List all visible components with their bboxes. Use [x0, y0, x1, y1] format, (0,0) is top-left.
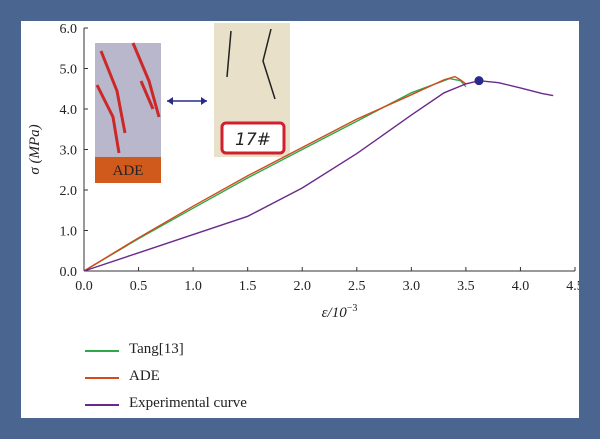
specimen-photo-inset: 17#: [214, 23, 290, 157]
series-line-ade: [83, 75, 467, 272]
x-tick-label: 0.0: [75, 279, 93, 294]
x-tick-label: 4.5: [566, 279, 579, 294]
y-axis-label: σ (MPa): [27, 124, 43, 174]
y-tick-label: 4.0: [60, 103, 78, 118]
ade-label-box: [95, 157, 161, 183]
specimen-cracks: [226, 28, 276, 100]
legend-label-ade: ADE: [129, 368, 160, 384]
legend-label-tang: Tang[13]: [129, 341, 184, 357]
ade-simulation-inset: ADE: [95, 42, 161, 183]
x-tick-label: 1.0: [184, 279, 202, 294]
chart-canvas: ADE 17# 0.00.51.01.52.02.53.03.54.04.50.…: [27, 22, 579, 321]
y-tick-label: 1.0: [60, 225, 78, 240]
series-line-tang-13: [83, 77, 467, 272]
y-tick-label: 0.0: [60, 265, 78, 280]
figure-panel: ADE 17# 0.00.51.01.52.02.53.03.54.04.50.…: [21, 21, 579, 418]
peak-marker: [474, 76, 484, 86]
legend-swatch-ade: [85, 377, 119, 379]
y-tick-label: 2.0: [60, 184, 78, 199]
x-tick-label: 2.5: [348, 279, 366, 294]
legend-swatch-experimental: [85, 404, 119, 406]
specimen-label: 17#: [235, 130, 271, 150]
legend-swatch-tang: [85, 350, 119, 352]
specimen-tag: [220, 121, 286, 155]
x-axis-label-exponent: −3: [347, 303, 358, 314]
x-tick-label: 3.0: [403, 279, 421, 294]
inset-arrow: [167, 97, 207, 105]
y-tick-label: 5.0: [60, 63, 78, 78]
x-tick-label: 1.5: [239, 279, 257, 294]
ade-inset-label: ADE: [113, 163, 144, 179]
x-axis-label: ε/10−3: [322, 303, 358, 321]
x-tick-label: 4.0: [512, 279, 530, 294]
series-line-experimental-curve: [83, 79, 554, 272]
legend-label-experimental: Experimental curve: [129, 395, 247, 411]
crack-pattern: [95, 42, 161, 154]
x-tick-label: 0.5: [130, 279, 148, 294]
x-tick-label: 2.0: [293, 279, 311, 294]
y-tick-label: 3.0: [60, 144, 78, 159]
plot-area: 0.0 0.5 1.0 1.5 2.0 2.5 3.0 3.5 4.0 4.5 0.0 1.0 2.0 3…: [27, 22, 579, 321]
x-tick-label: 3.5: [457, 279, 475, 294]
y-tick-label: 6.0: [60, 22, 78, 37]
